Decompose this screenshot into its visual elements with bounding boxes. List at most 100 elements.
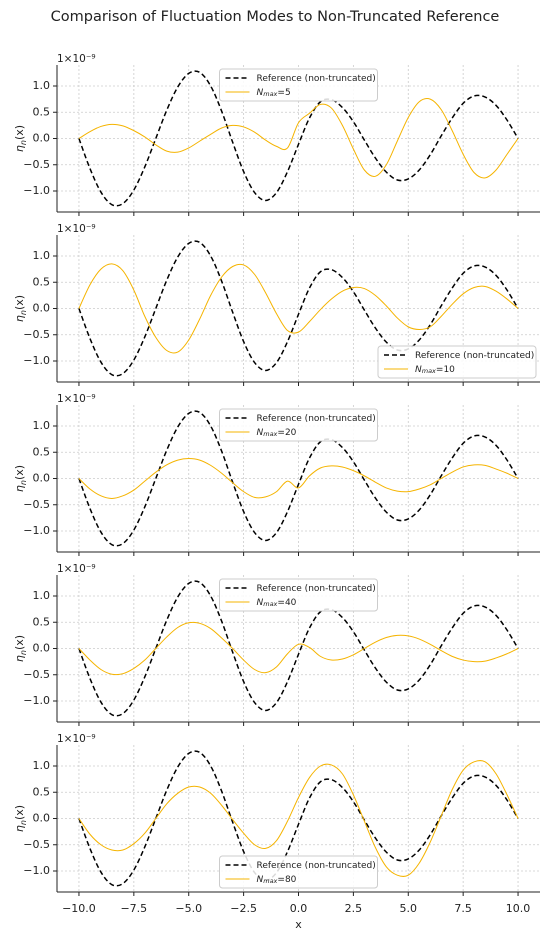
series-line [78, 70, 519, 207]
legend-suffix: =40 [277, 598, 296, 608]
x-tick-label: −2.5 [230, 902, 257, 915]
y-tick-label: 1.0 [33, 419, 51, 432]
y-tick-label: 1.0 [33, 249, 51, 262]
x-tick-label: 2.5 [345, 902, 363, 915]
legend-name: Reference (non-truncated) [415, 351, 534, 361]
series-line [78, 98, 519, 179]
y-label-symbol: η [13, 485, 26, 492]
y-tick-label: −1.0 [23, 354, 50, 367]
y-label-subscript: n [19, 650, 28, 655]
legend-name: N [257, 598, 264, 608]
series-line [78, 760, 519, 877]
legend-label: Nmax=10 [415, 365, 455, 376]
y-label-symbol: η [13, 655, 26, 662]
offset-text: 1×10⁻⁹ [57, 53, 96, 65]
y-tick-label: 0.0 [33, 472, 51, 485]
legend-label: Reference (non-truncated) [257, 74, 376, 84]
series-line [78, 410, 519, 547]
legend-name: Reference (non-truncated) [257, 861, 376, 871]
legend-subscript: max [263, 877, 277, 885]
legend-name: N [415, 365, 422, 375]
y-tick-label: 0.5 [33, 445, 51, 458]
legend-suffix: =20 [277, 428, 296, 438]
y-label-symbol: η [13, 145, 26, 152]
y-tick-label: −0.5 [23, 498, 50, 511]
y-label-symbol: η [13, 825, 26, 832]
x-tick-label: 5.0 [400, 902, 418, 915]
y-axis-label: ηn(x) [13, 805, 28, 832]
legend-label: Reference (non-truncated) [415, 351, 534, 361]
legend-label: Reference (non-truncated) [257, 584, 376, 594]
y-tick-label: 1.0 [33, 589, 51, 602]
offset-text: 1×10⁻⁹ [57, 223, 96, 235]
y-label-suffix: (x) [13, 465, 26, 480]
legend-box [377, 345, 537, 379]
x-tick-label: 10.0 [506, 902, 531, 915]
legend-suffix: =5 [277, 88, 290, 98]
figure-title: Comparison of Fluctuation Modes to Non-T… [51, 9, 500, 25]
x-tick-label: 0.0 [290, 902, 308, 915]
legend-label: Nmax=20 [257, 428, 297, 439]
legend-name: N [257, 428, 264, 438]
y-axis-label: ηn(x) [13, 465, 28, 492]
offset-text: 1×10⁻⁹ [57, 733, 96, 745]
y-tick-label: 1.0 [33, 79, 51, 92]
y-tick-label: −1.0 [23, 184, 50, 197]
series-line [78, 240, 519, 377]
y-label-suffix: (x) [13, 125, 26, 140]
y-tick-label: −1.0 [23, 524, 50, 537]
y-tick-label: −1.0 [23, 694, 50, 707]
y-tick-label: 0.0 [33, 132, 51, 145]
legend-box [219, 578, 378, 612]
x-tick-label: 7.5 [454, 902, 472, 915]
legend-box [219, 68, 378, 102]
series-line [78, 750, 519, 887]
y-label-suffix: (x) [13, 295, 26, 310]
y-tick-label: −0.5 [23, 328, 50, 341]
x-tick-label: −5.0 [175, 902, 202, 915]
legend-name: Reference (non-truncated) [257, 74, 376, 84]
legend-label: Nmax=40 [257, 598, 297, 609]
y-label-subscript: n [19, 820, 28, 825]
legend-box [219, 408, 378, 442]
legend-subscript: max [263, 600, 277, 608]
legend-suffix: =80 [277, 875, 296, 885]
y-axis-label: ηn(x) [13, 295, 28, 322]
offset-text: 1×10⁻⁹ [57, 563, 96, 575]
legend-label: Reference (non-truncated) [257, 414, 376, 424]
legend-subscript: max [263, 90, 277, 98]
y-tick-label: 0.0 [33, 642, 51, 655]
y-label-suffix: (x) [13, 635, 26, 650]
y-tick-label: 0.0 [33, 302, 51, 315]
y-tick-label: −0.5 [23, 158, 50, 171]
legend-label: Nmax=5 [257, 88, 291, 99]
x-tick-label: −10.0 [62, 902, 96, 915]
y-tick-label: 1.0 [33, 759, 51, 772]
y-tick-label: −1.0 [23, 864, 50, 877]
y-tick-label: −0.5 [23, 838, 50, 851]
y-tick-label: 0.0 [33, 812, 51, 825]
y-tick-label: 0.5 [33, 785, 51, 798]
legend-label: Reference (non-truncated) [257, 861, 376, 871]
y-axis-label: ηn(x) [13, 635, 28, 662]
series-line [78, 580, 519, 717]
legend-subscript: max [422, 367, 436, 375]
legend-label: Nmax=80 [257, 875, 297, 886]
x-axis-label: x [295, 918, 302, 929]
legend-name: N [257, 88, 264, 98]
series-line [78, 458, 519, 499]
y-label-subscript: n [19, 140, 28, 145]
legend-box [219, 855, 378, 889]
legend-name: N [257, 875, 264, 885]
series-line [78, 621, 519, 676]
y-tick-label: 0.5 [33, 105, 51, 118]
y-tick-label: 0.5 [33, 275, 51, 288]
y-label-symbol: η [13, 315, 26, 322]
series-line [78, 263, 519, 354]
x-tick-label: −7.5 [120, 902, 147, 915]
y-label-suffix: (x) [13, 805, 26, 820]
y-label-subscript: n [19, 480, 28, 485]
offset-text: 1×10⁻⁹ [57, 393, 96, 405]
legend-name: Reference (non-truncated) [257, 414, 376, 424]
